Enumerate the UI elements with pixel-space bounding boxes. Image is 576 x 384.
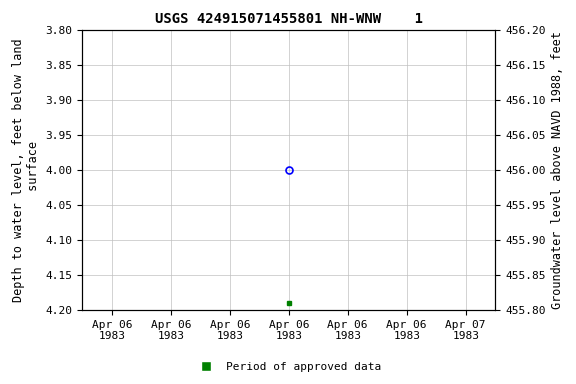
Y-axis label: Groundwater level above NAVD 1988, feet: Groundwater level above NAVD 1988, feet	[551, 31, 564, 309]
Legend: Period of approved data: Period of approved data	[191, 358, 385, 377]
Y-axis label: Depth to water level, feet below land
 surface: Depth to water level, feet below land su…	[12, 38, 40, 302]
Title: USGS 424915071455801 NH-WNW    1: USGS 424915071455801 NH-WNW 1	[155, 12, 423, 26]
